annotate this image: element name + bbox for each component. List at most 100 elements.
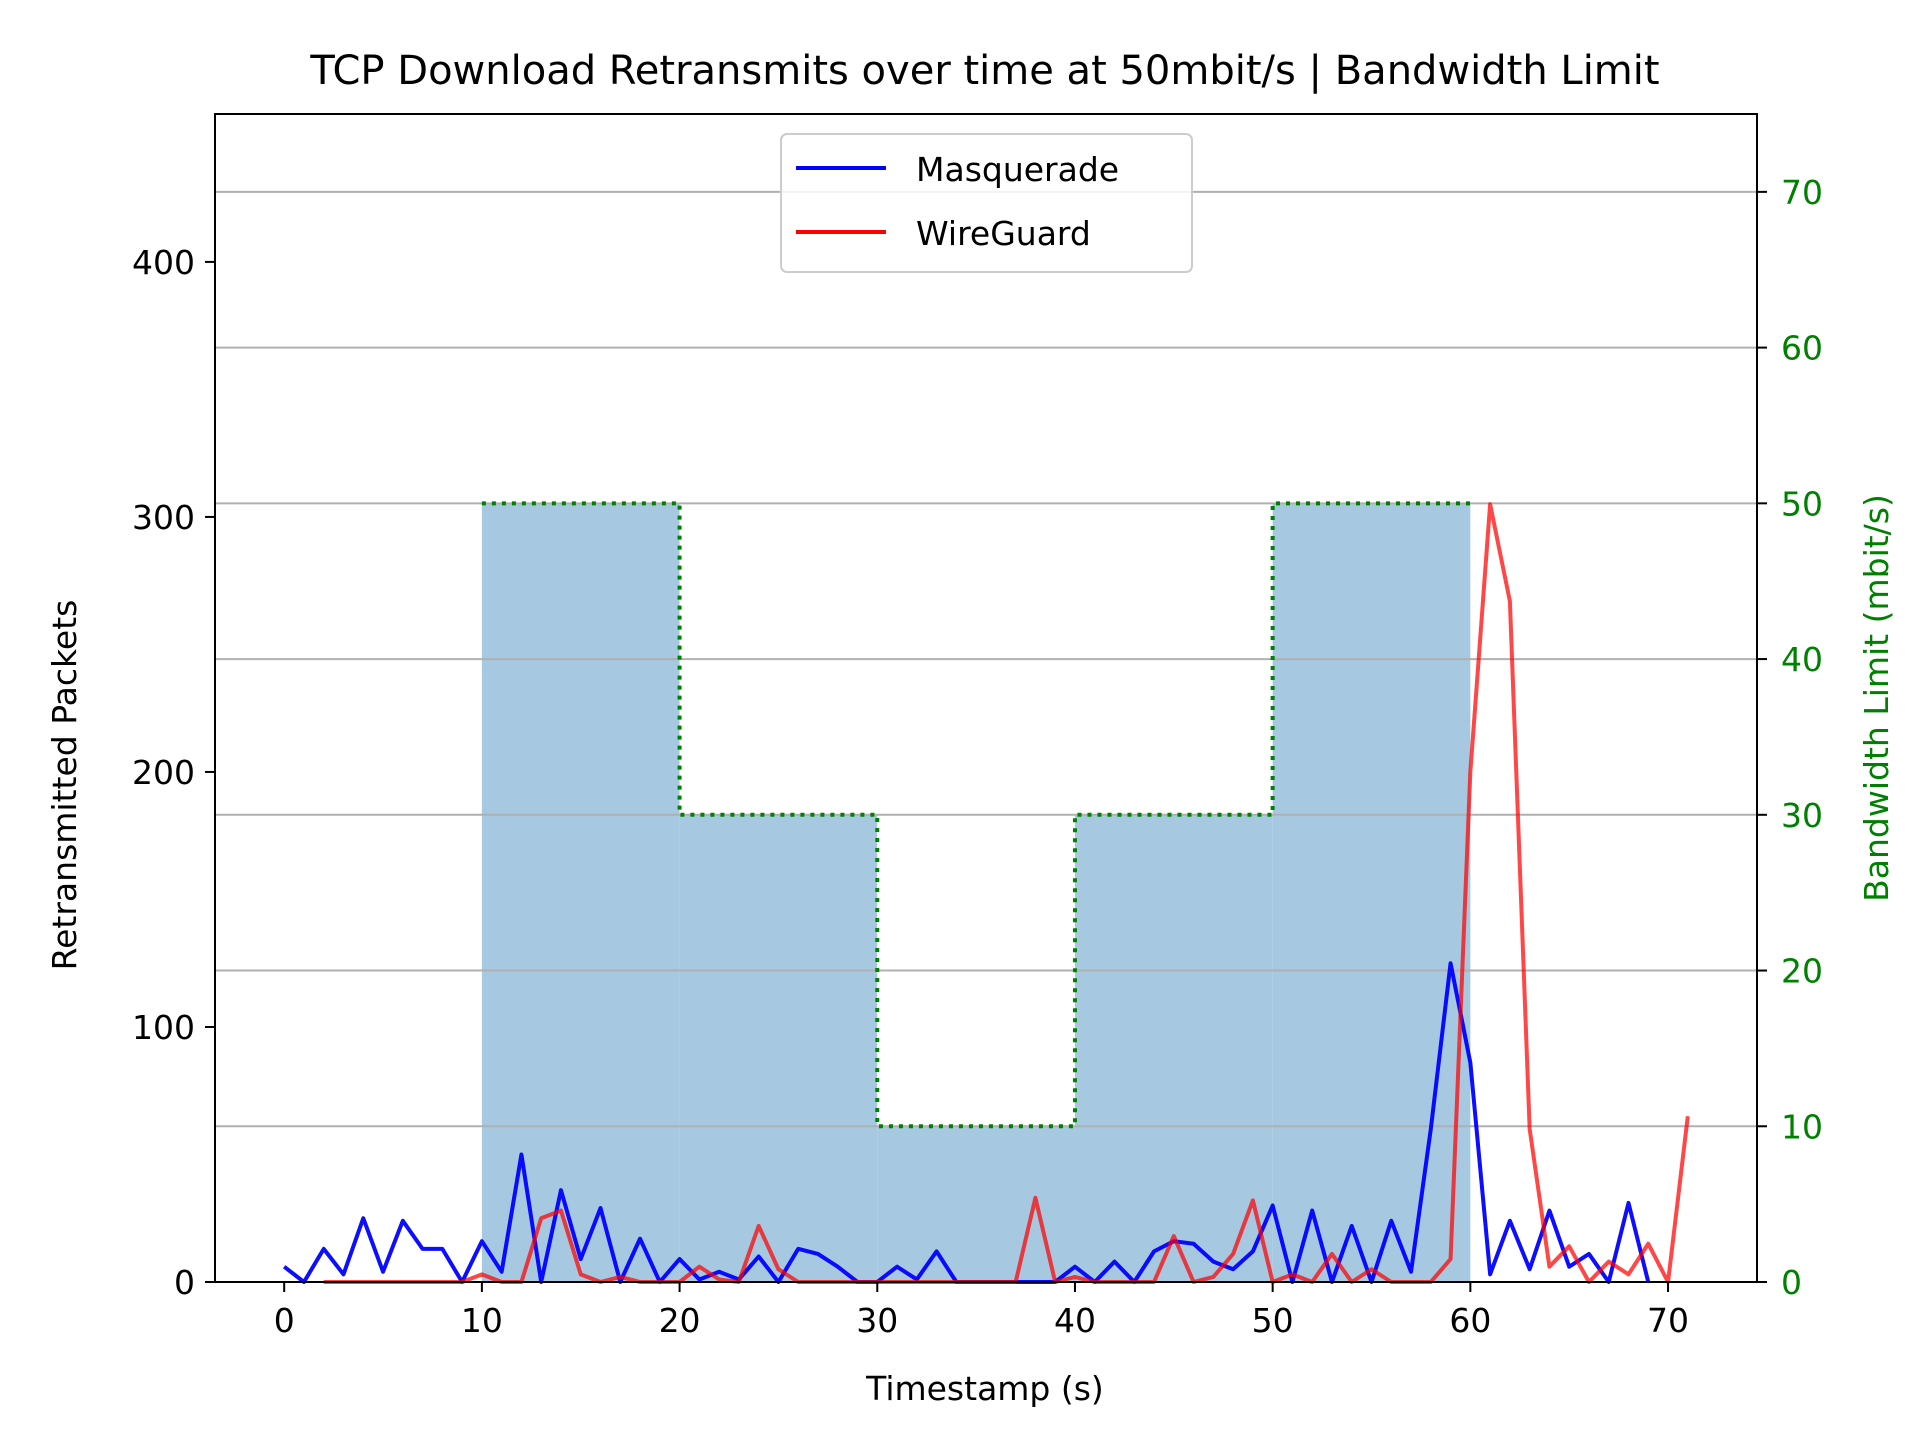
data-point-masquerade-27 <box>816 1252 819 1255</box>
x-tick-label-0: 0 <box>274 1301 295 1340</box>
data-point-wireguard-47 <box>1212 1275 1215 1278</box>
chart-title: TCP Download Retransmits over time at 50… <box>309 48 1659 94</box>
x-tick-label-60: 60 <box>1449 1301 1491 1340</box>
data-point-wireguard-17 <box>619 1275 622 1278</box>
bandwidth-fill-group <box>481 503 1471 1282</box>
data-point-wireguard-22 <box>718 1278 721 1281</box>
data-point-wireguard-71 <box>1686 1115 1689 1118</box>
data-point-masquerade-0 <box>283 1265 286 1268</box>
data-point-masquerade-14 <box>559 1189 562 1192</box>
data-point-masquerade-61 <box>1489 1273 1492 1276</box>
data-point-wireguard-53 <box>1330 1252 1333 1255</box>
data-point-masquerade-21 <box>698 1278 701 1281</box>
y2-tick-label-60: 60 <box>1781 329 1823 368</box>
data-point-wireguard-40 <box>1073 1275 1076 1278</box>
y2-tick-label-30: 30 <box>1781 796 1823 835</box>
data-point-masquerade-28 <box>836 1265 839 1268</box>
bandwidth-fill-step-4 <box>1272 503 1471 1282</box>
data-point-masquerade-6 <box>401 1219 404 1222</box>
data-point-masquerade-66 <box>1587 1252 1590 1255</box>
data-point-masquerade-59 <box>1449 962 1452 965</box>
y-tick-label-400: 400 <box>132 243 195 282</box>
data-point-wireguard-64 <box>1548 1265 1551 1268</box>
x-tick-label-10: 10 <box>461 1301 503 1340</box>
data-point-wireguard-60 <box>1469 770 1472 773</box>
data-point-wireguard-61 <box>1489 503 1492 506</box>
data-point-masquerade-4 <box>362 1217 365 1220</box>
y2-tick-label-40: 40 <box>1781 640 1823 679</box>
data-point-wireguard-15 <box>579 1273 582 1276</box>
data-point-masquerade-16 <box>599 1207 602 1210</box>
data-point-masquerade-46 <box>1192 1242 1195 1245</box>
data-point-wireguard-14 <box>559 1209 562 1212</box>
data-point-masquerade-11 <box>500 1270 503 1273</box>
data-point-masquerade-15 <box>579 1258 582 1261</box>
data-point-wireguard-49 <box>1251 1199 1254 1202</box>
data-point-masquerade-20 <box>678 1258 681 1261</box>
data-point-wireguard-69 <box>1647 1242 1650 1245</box>
data-point-wireguard-24 <box>757 1224 760 1227</box>
data-point-wireguard-63 <box>1528 1127 1531 1130</box>
bandwidth-limit-line <box>481 501 1471 1129</box>
data-point-masquerade-2 <box>322 1247 325 1250</box>
data-point-wireguard-51 <box>1291 1273 1294 1276</box>
data-point-masquerade-50 <box>1271 1204 1274 1207</box>
data-point-wireguard-65 <box>1568 1245 1571 1248</box>
ticks-group: 0 10 20 30 40 50 60 70 0 100 200 300 400 0 10 20 30 40 50 6… <box>132 173 1823 1340</box>
legend-label-wireguard: WireGuard <box>916 214 1091 253</box>
y-tick-label-200: 200 <box>132 753 195 792</box>
data-point-masquerade-68 <box>1627 1201 1630 1204</box>
data-point-wireguard-48 <box>1232 1252 1235 1255</box>
x-tick-label-50: 50 <box>1252 1301 1294 1340</box>
data-point-masquerade-44 <box>1153 1250 1156 1253</box>
data-point-masquerade-52 <box>1311 1209 1314 1212</box>
y-tick-label-100: 100 <box>132 1008 195 1047</box>
y2-tick-label-70: 70 <box>1781 173 1823 212</box>
bandwidth-fill-step-0 <box>481 503 680 1282</box>
data-point-masquerade-47 <box>1212 1260 1215 1263</box>
data-point-wireguard-13 <box>540 1217 543 1220</box>
data-point-masquerade-33 <box>935 1250 938 1253</box>
data-point-masquerade-10 <box>480 1240 483 1243</box>
legend-label-masquerade: Masquerade <box>916 150 1119 189</box>
data-point-masquerade-22 <box>718 1270 721 1273</box>
x-tick-label-20: 20 <box>659 1301 701 1340</box>
bandwidth-fill-step-2 <box>877 1126 1075 1282</box>
data-point-wireguard-10 <box>480 1273 483 1276</box>
y2-axis-title: Bandwidth Limit (mbit/s) <box>1857 494 1896 902</box>
data-point-masquerade-3 <box>342 1273 345 1276</box>
data-point-masquerade-54 <box>1350 1224 1353 1227</box>
y2-tick-label-10: 10 <box>1781 1107 1823 1146</box>
data-point-wireguard-59 <box>1449 1258 1452 1261</box>
y2-tick-label-0: 0 <box>1781 1263 1802 1302</box>
data-point-wireguard-62 <box>1508 600 1511 603</box>
data-point-masquerade-18 <box>639 1237 642 1240</box>
legend: Masquerade WireGuard <box>780 133 1193 273</box>
x-tick-label-40: 40 <box>1054 1301 1096 1340</box>
data-point-masquerade-63 <box>1528 1268 1531 1271</box>
data-point-masquerade-31 <box>896 1265 899 1268</box>
data-point-wireguard-38 <box>1034 1196 1037 1199</box>
data-point-wireguard-25 <box>777 1268 780 1271</box>
x-axis-title: Timestamp (s) <box>865 1369 1104 1408</box>
bandwidth-line-group <box>481 501 1471 1129</box>
data-point-masquerade-57 <box>1410 1270 1413 1273</box>
data-point-masquerade-5 <box>382 1270 385 1273</box>
plot-frame <box>214 113 1758 1283</box>
axes-group <box>214 113 1758 1283</box>
y-axis-title: Retransmitted Packets <box>45 600 84 971</box>
data-point-masquerade-62 <box>1508 1219 1511 1222</box>
data-point-wireguard-68 <box>1627 1273 1630 1276</box>
data-point-wireguard-55 <box>1370 1268 1373 1271</box>
data-point-wireguard-21 <box>698 1265 701 1268</box>
data-point-masquerade-49 <box>1251 1250 1254 1253</box>
y2-tick-label-50: 50 <box>1781 484 1823 523</box>
x-tick-label-30: 30 <box>856 1301 898 1340</box>
data-point-masquerade-12 <box>520 1153 523 1156</box>
y-tick-label-0: 0 <box>174 1263 195 1302</box>
data-point-masquerade-26 <box>797 1247 800 1250</box>
y2-tick-label-20: 20 <box>1781 952 1823 991</box>
bandwidth-fill-step-3 <box>1074 814 1273 1282</box>
data-point-masquerade-42 <box>1113 1260 1116 1263</box>
